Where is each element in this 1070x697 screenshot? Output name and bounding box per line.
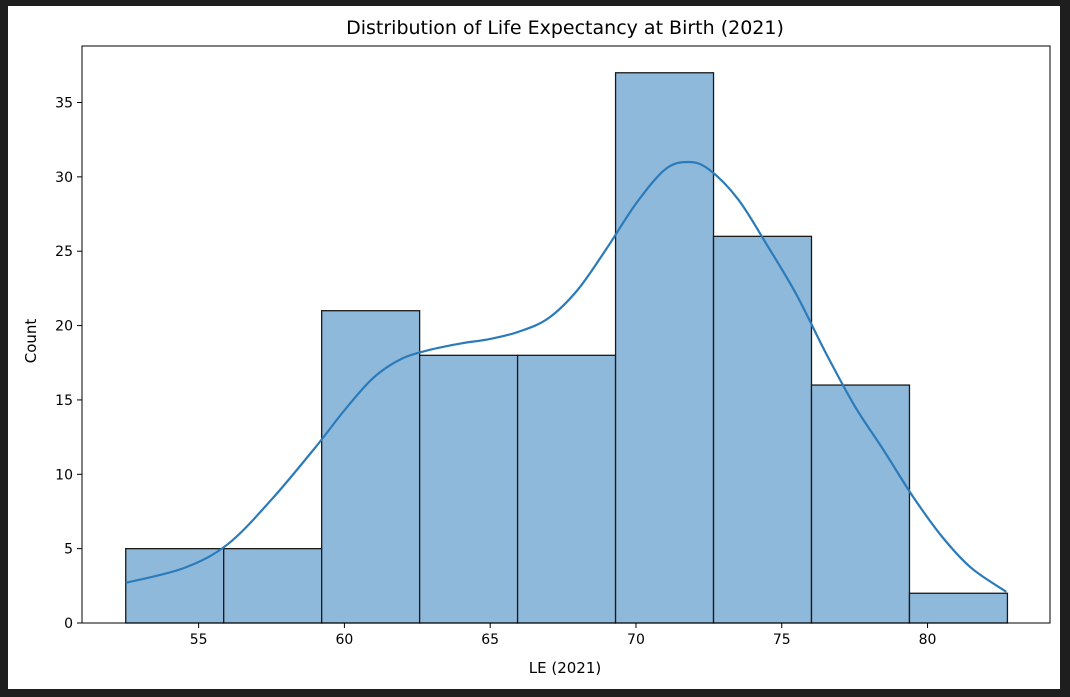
kde-curve: [125, 160, 1007, 593]
y-tick-label: 30: [55, 170, 73, 186]
histogram-bar: [223, 547, 323, 624]
x-axis-ticks: 55 60 65 70 75 80: [190, 623, 937, 648]
histogram-bar: [321, 310, 421, 624]
histogram-bar: [516, 354, 617, 624]
y-tick-label: 15: [55, 393, 73, 409]
histogram-bar: [810, 384, 911, 624]
x-axis-title: LE (2021): [529, 659, 601, 677]
x-tick-label: 80: [919, 632, 937, 648]
y-tick-label: 0: [64, 616, 73, 632]
histogram-bar: [908, 592, 1009, 624]
histogram-bar: [712, 235, 813, 624]
y-axis-ticks: 0 5 10 15 20 25 30 35: [55, 96, 82, 632]
histogram-bar: [418, 354, 519, 624]
y-axis-title: Count: [22, 319, 40, 364]
plot-area-frame: [81, 45, 1051, 624]
x-tick-label: 60: [335, 632, 353, 648]
chart-title: Distribution of Life Expectancy at Birth…: [346, 17, 784, 39]
y-tick-label: 35: [55, 96, 73, 112]
histogram-bar: [614, 72, 715, 624]
y-tick-label: 5: [64, 542, 73, 558]
x-tick-label: 70: [627, 632, 645, 648]
y-tick-label: 10: [55, 467, 73, 483]
x-tick-label: 75: [773, 632, 791, 648]
y-tick-label: 20: [55, 319, 73, 335]
histogram-bar: [125, 547, 225, 624]
x-tick-label: 65: [481, 632, 499, 648]
histogram-chart: Distribution of Life Expectancy at Birth…: [22, 17, 1051, 677]
x-tick-label: 55: [190, 632, 208, 648]
y-tick-label: 25: [55, 244, 73, 260]
histogram-bars: [125, 72, 1009, 624]
chart-figure: Distribution of Life Expectancy at Birth…: [8, 6, 1060, 689]
